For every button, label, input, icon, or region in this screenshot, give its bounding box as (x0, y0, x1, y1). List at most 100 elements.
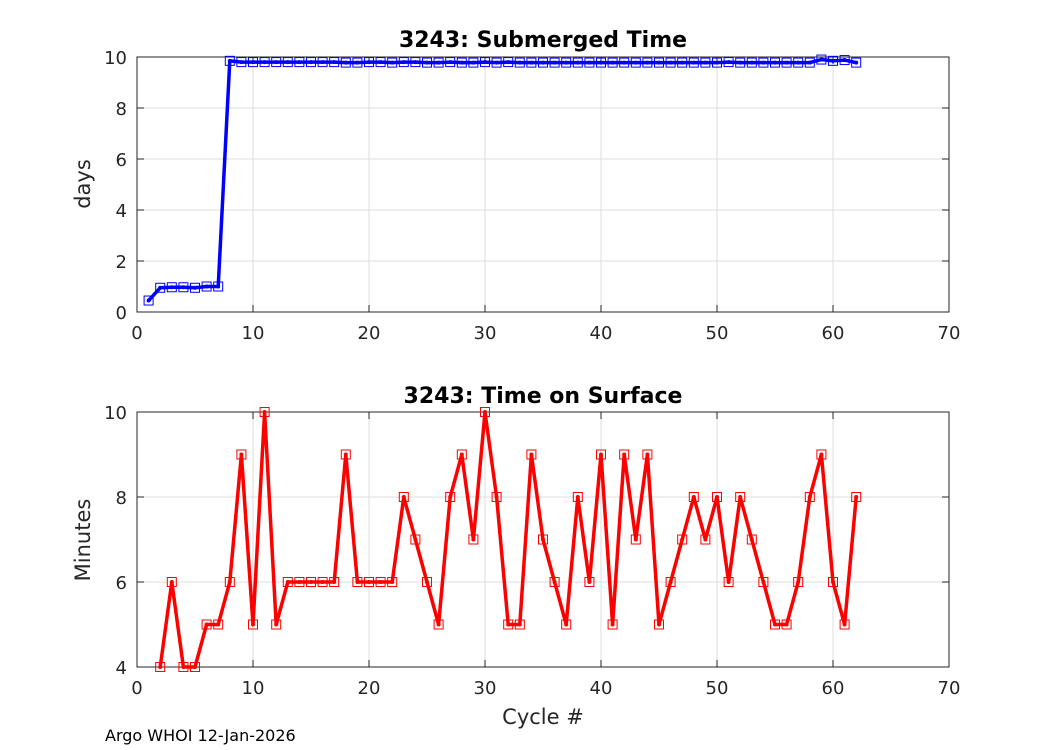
data-point-dot (285, 580, 290, 584)
data-point-marker (294, 577, 305, 587)
x-tick-label: 60 (822, 678, 845, 699)
data-point-dot (436, 60, 441, 65)
data-point-marker (584, 577, 595, 587)
data-point-dot (390, 580, 395, 584)
data-point-dot (448, 60, 453, 65)
data-point-dot (517, 622, 522, 627)
data-point-marker (387, 57, 398, 68)
data-point-dot (413, 60, 418, 65)
data-point-marker (468, 534, 479, 545)
data-point-marker (340, 449, 351, 460)
x-axis-label: Cycle # (502, 705, 584, 729)
data-point-dot (459, 60, 464, 65)
data-point-dot (587, 580, 592, 584)
data-point-dot (680, 537, 685, 542)
data-point-dot (831, 58, 835, 63)
data-point-marker (712, 492, 722, 502)
data-point-marker (190, 662, 200, 672)
data-point-dot (796, 60, 801, 65)
surface-time-chart: 3243: Time on Surface Minutes Cycle # 0 1… (71, 384, 960, 729)
data-point-marker (712, 57, 722, 68)
data-point-dot (448, 495, 453, 499)
data-point-marker (224, 577, 235, 587)
data-point-dot (541, 60, 545, 65)
data-point-marker (549, 577, 560, 587)
data-point-dot (506, 622, 511, 627)
data-point-marker (572, 57, 583, 68)
data-point-marker (503, 619, 514, 630)
data-point-marker (224, 55, 235, 66)
data-point-marker (213, 281, 224, 292)
data-point-dot (517, 60, 522, 65)
data-point-dot (657, 622, 661, 627)
data-point-dot (691, 495, 696, 499)
data-point-dot (668, 60, 673, 65)
data-point-marker (700, 534, 711, 545)
data-point-marker (642, 57, 653, 68)
data-point-marker (248, 57, 258, 68)
x-tick-label: 40 (590, 323, 613, 344)
data-point-marker (851, 57, 862, 68)
data-point-dot (332, 580, 337, 584)
data-point-dot (425, 580, 429, 584)
data-point-dot (854, 60, 859, 65)
data-point-dot (633, 60, 638, 65)
data-point-dot (216, 622, 221, 627)
data-point-marker (746, 57, 757, 68)
data-point-dot (436, 622, 441, 627)
data-point-marker (375, 577, 386, 587)
data-point-dot (297, 60, 302, 65)
data-point-marker (549, 57, 560, 68)
data-point-dot (274, 622, 279, 627)
data-point-marker (410, 57, 421, 68)
data-point-marker (804, 57, 815, 68)
data-point-marker (329, 577, 340, 587)
data-point-marker (619, 57, 630, 68)
data-point-marker (503, 57, 514, 68)
data-point-dot (193, 285, 197, 290)
data-point-marker (433, 619, 444, 630)
data-point-marker (236, 57, 247, 68)
data-point-marker (607, 57, 618, 68)
data-point-marker (491, 492, 502, 502)
data-point-marker (398, 492, 409, 502)
data-point-dot (239, 452, 244, 457)
data-point-marker (851, 492, 862, 502)
data-point-marker (201, 281, 212, 292)
data-point-marker (364, 577, 374, 587)
data-point-marker (306, 57, 316, 68)
data-point-dot (726, 580, 731, 584)
data-point-dot (297, 580, 302, 584)
data-point-dot (413, 537, 418, 542)
data-point-marker (422, 577, 432, 587)
data-point-dot (691, 60, 696, 65)
x-tick-label: 70 (938, 678, 961, 699)
data-point-marker (480, 407, 490, 417)
data-point-dot (715, 60, 719, 65)
data-point-dot (842, 622, 847, 627)
data-point-dot (378, 580, 383, 584)
data-point-dot (332, 60, 337, 65)
data-point-dot (773, 622, 777, 627)
x-tick-label: 50 (706, 678, 729, 699)
y-tick-label: 0 (116, 303, 127, 324)
y-tick-label: 6 (116, 150, 127, 171)
data-point-dot (204, 622, 209, 627)
x-tick-label: 10 (242, 678, 265, 699)
data-point-dot (355, 580, 360, 584)
data-point-marker (665, 57, 676, 68)
data-point-dot (819, 57, 824, 62)
x-tick-label: 60 (822, 323, 845, 344)
data-point-marker (514, 57, 525, 68)
data-point-dot (309, 60, 313, 65)
x-tick-label: 50 (706, 323, 729, 344)
x-tick-label: 70 (938, 323, 961, 344)
data-point-marker (271, 619, 282, 630)
data-point-dot (668, 580, 673, 584)
data-point-marker (213, 619, 224, 630)
data-point-dot (390, 60, 395, 65)
y-axis-label: days (71, 159, 95, 209)
data-point-dot (262, 60, 267, 65)
data-point-marker (445, 57, 456, 68)
